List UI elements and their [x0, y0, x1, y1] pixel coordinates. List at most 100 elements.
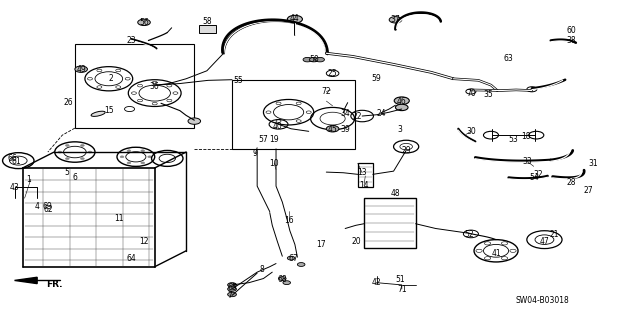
Text: SW04-B03018: SW04-B03018	[516, 296, 570, 305]
Text: 11: 11	[114, 214, 123, 223]
Text: FR.: FR.	[46, 280, 62, 289]
Text: 6: 6	[72, 173, 77, 182]
Circle shape	[297, 263, 305, 267]
Text: 7: 7	[227, 291, 232, 300]
Text: 31: 31	[588, 159, 598, 168]
Text: 2: 2	[108, 74, 113, 83]
Text: 64: 64	[127, 254, 136, 263]
Text: 52: 52	[464, 230, 474, 239]
Circle shape	[138, 19, 151, 26]
Text: 23: 23	[127, 36, 136, 45]
Text: 39: 39	[340, 125, 350, 134]
Text: 67: 67	[288, 254, 298, 263]
Circle shape	[66, 144, 69, 146]
Text: 37: 37	[391, 15, 400, 24]
Bar	[358, 163, 373, 187]
Text: 35: 35	[483, 90, 493, 99]
Text: 68: 68	[277, 275, 287, 284]
Text: 44: 44	[290, 14, 300, 23]
Text: 21: 21	[549, 230, 559, 239]
Text: 16: 16	[284, 216, 294, 225]
Text: 49: 49	[76, 65, 86, 74]
Text: 10: 10	[270, 159, 279, 168]
Bar	[75, 44, 194, 128]
Text: 48: 48	[391, 189, 400, 198]
Text: 72: 72	[321, 87, 331, 96]
Circle shape	[141, 150, 145, 152]
Text: 41: 41	[491, 250, 501, 259]
Text: 65: 65	[227, 283, 237, 292]
Text: 58: 58	[202, 17, 212, 26]
Text: 66: 66	[7, 154, 17, 163]
Circle shape	[81, 144, 84, 146]
Text: 71: 71	[397, 284, 406, 293]
Text: 19: 19	[270, 135, 279, 144]
Text: 69: 69	[43, 202, 53, 211]
Text: 22: 22	[353, 113, 362, 122]
Circle shape	[141, 162, 145, 164]
Bar	[198, 25, 216, 33]
Text: 33: 33	[523, 157, 532, 166]
Text: 40: 40	[272, 122, 282, 131]
Text: 53: 53	[508, 135, 518, 144]
Circle shape	[58, 151, 62, 153]
Text: 45: 45	[328, 125, 338, 134]
Text: 1: 1	[26, 175, 32, 184]
Text: 12: 12	[139, 237, 149, 246]
Circle shape	[309, 57, 318, 62]
Text: 47: 47	[539, 237, 549, 246]
Text: 62: 62	[43, 205, 53, 214]
Circle shape	[127, 150, 131, 152]
Text: 26: 26	[64, 98, 74, 107]
Text: 50: 50	[309, 55, 319, 64]
Text: 46: 46	[397, 97, 406, 106]
Circle shape	[326, 125, 339, 132]
Circle shape	[227, 287, 236, 291]
Text: 29: 29	[401, 146, 411, 155]
Text: 38: 38	[566, 36, 576, 45]
Text: 17: 17	[316, 240, 326, 249]
Text: 34: 34	[340, 109, 350, 118]
Text: 36: 36	[150, 82, 159, 91]
Text: 63: 63	[504, 53, 513, 62]
Text: 24: 24	[376, 109, 386, 118]
Text: 28: 28	[567, 178, 576, 187]
Circle shape	[188, 118, 200, 124]
Text: 27: 27	[583, 186, 593, 195]
Circle shape	[283, 281, 290, 284]
Circle shape	[287, 15, 302, 23]
Text: 42: 42	[372, 278, 381, 287]
Text: 43: 43	[9, 183, 20, 192]
Circle shape	[389, 17, 402, 23]
Circle shape	[287, 256, 295, 260]
Text: 9: 9	[253, 149, 258, 158]
Circle shape	[227, 292, 236, 297]
Text: 59: 59	[372, 74, 382, 83]
Text: 20: 20	[351, 237, 360, 246]
Circle shape	[316, 57, 324, 62]
Text: 70: 70	[466, 89, 476, 98]
Text: 25: 25	[328, 69, 338, 78]
Text: 5: 5	[64, 168, 69, 177]
Text: 32: 32	[534, 170, 543, 179]
Circle shape	[75, 66, 88, 72]
Text: 14: 14	[359, 181, 369, 190]
Circle shape	[148, 156, 152, 158]
Polygon shape	[14, 277, 37, 284]
Text: 8: 8	[259, 265, 264, 275]
Circle shape	[394, 97, 410, 105]
Bar	[364, 198, 416, 248]
Bar	[232, 80, 355, 149]
Circle shape	[278, 276, 286, 280]
Text: 57: 57	[258, 135, 268, 144]
Text: 4: 4	[35, 202, 40, 211]
Text: 54: 54	[529, 173, 539, 182]
Text: 13: 13	[357, 168, 367, 177]
Text: 18: 18	[521, 132, 530, 140]
Circle shape	[88, 151, 92, 153]
Text: 60: 60	[566, 27, 576, 36]
Text: 56: 56	[139, 19, 149, 28]
Text: 30: 30	[466, 127, 476, 136]
Text: 55: 55	[234, 76, 243, 85]
Circle shape	[81, 158, 84, 160]
